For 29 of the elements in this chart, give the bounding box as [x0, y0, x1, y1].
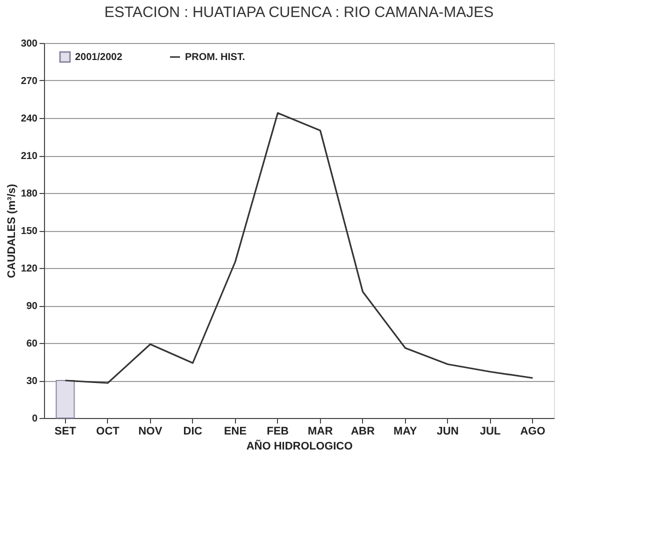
- line-series: [64, 112, 534, 384]
- y-tick-label: 300: [20, 38, 38, 50]
- x-tick-label: ABR: [350, 426, 375, 438]
- x-tick-label: ENE: [224, 426, 247, 438]
- x-tick-label: MAY: [394, 426, 418, 438]
- x-tick-label: DIC: [183, 426, 202, 438]
- x-tick-label: SET: [54, 426, 76, 438]
- x-tick-label: OCT: [96, 426, 120, 438]
- y-tick-label: 30: [26, 376, 38, 387]
- y-tick-label: 210: [20, 151, 38, 162]
- y-tick-label: 60: [26, 338, 38, 350]
- y-tick-label: 120: [20, 264, 38, 274]
- x-tick-label: MAR: [308, 426, 333, 438]
- x-tick-label: NOV: [138, 426, 163, 438]
- y-tick-label: 90: [26, 301, 38, 312]
- x-tick-label: JUN: [436, 426, 459, 438]
- y-tick-label: 150: [20, 226, 38, 237]
- y-axis-title: CAUDALES (m³/s): [6, 184, 18, 278]
- chart-title: ESTACION : HUATIAPA CUENCA : RIO CAMANA-MAJES: [104, 4, 494, 21]
- legend-label: PROM. HIST.: [185, 52, 246, 63]
- x-tick-label: JUL: [480, 426, 501, 438]
- y-tick-label: 180: [20, 188, 38, 200]
- x-axis-title: AÑO HIDROLOGICO: [246, 440, 354, 452]
- x-tick-label: AGO: [520, 426, 546, 438]
- x-tick-label: FEB: [266, 426, 289, 438]
- y-tick-label: 240: [20, 114, 38, 124]
- y-tick-label: 0: [32, 414, 38, 424]
- y-tick-label: 270: [20, 76, 38, 87]
- legend-label: 2001/2002: [75, 52, 123, 63]
